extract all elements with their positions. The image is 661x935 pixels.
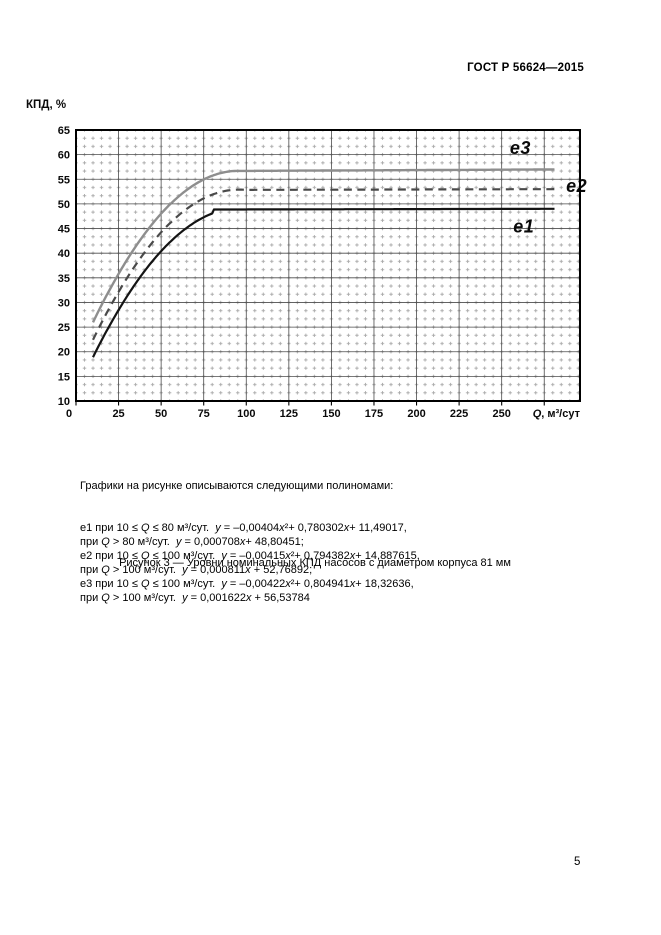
- series-curve-e3: [91, 168, 555, 323]
- y-tick-label: 65: [58, 125, 70, 137]
- formula-line: e1 при 10 ≤ Q ≤ 80 м³/сут. y = –0,00404x…: [80, 522, 407, 534]
- x-tick-label: 200: [407, 408, 425, 420]
- y-tick-label: 20: [58, 347, 70, 359]
- x-tick-label: 250: [492, 408, 510, 420]
- y-tick-label: 45: [58, 224, 70, 236]
- description-intro: Графики на рисунке описываются следующим…: [80, 480, 394, 492]
- x-axis-title: Q, м³/сут: [533, 408, 581, 420]
- y-tick-label: 25: [58, 322, 70, 334]
- formula-line: при Q > 80 м³/сут. y = 0,000708x+ 48,804…: [80, 536, 304, 548]
- chart-generated-layer: 0 25 50 75 100 125 150 175 200 225 250 10 15 20 25 30 35…: [58, 125, 587, 420]
- document-code: ГОСТ Р 56624—2015: [467, 62, 584, 74]
- efficiency-chart: 0 25 50 75 100 125 150 175 200 225 250 10 15 20 25 30 35…: [26, 99, 587, 420]
- x-tick-label: 125: [280, 408, 298, 420]
- plot-border: [75, 129, 581, 402]
- series-curve-e2: [92, 188, 558, 341]
- x-tick-label: 50: [155, 408, 167, 420]
- formula-line: при Q > 100 м³/сут. y = 0,001622x + 56,5…: [80, 592, 310, 604]
- y-axis-title: КПД, %: [26, 99, 66, 111]
- formula-line: при Q > 100 м³/сут. y = 0,000811x + 52,7…: [80, 564, 313, 576]
- y-tick-label: 60: [58, 150, 70, 162]
- formula-lines: e1 при 10 ≤ Q ≤ 80 м³/сут. y = –0,00404x…: [80, 521, 420, 605]
- y-tick-label: 35: [58, 273, 70, 285]
- y-tick-label: 40: [58, 248, 70, 260]
- series-label-e1: e1: [513, 217, 534, 237]
- series-label-e3: e3: [510, 138, 531, 158]
- y-tick-label: 30: [58, 297, 70, 309]
- series-curve-e1: [92, 207, 555, 358]
- x-tick-label: 75: [198, 408, 210, 420]
- y-tick-label: 55: [58, 174, 70, 186]
- x-tick-label: 150: [322, 408, 340, 420]
- formula-line: e3 при 10 ≤ Q ≤ 100 м³/сут. y = –0,00422…: [80, 578, 414, 590]
- series-label-e2: e2: [566, 176, 587, 196]
- page-number: 5: [574, 856, 581, 868]
- figure-caption: Рисунок 3 — Уровни номинальных КПД насос…: [119, 557, 511, 569]
- y-tick-label: 15: [58, 371, 70, 383]
- formula-line: e2 при 10 ≤ Q ≤ 100 м³/сут. y = –0,00415…: [80, 550, 420, 562]
- x-tick-label: 25: [112, 408, 124, 420]
- x-tick-label: 225: [450, 408, 468, 420]
- y-tick-label: 50: [58, 199, 70, 211]
- y-tick-label: 10: [58, 396, 70, 408]
- plot-minor-grid: [76, 130, 580, 401]
- x-tick-label: 175: [365, 408, 383, 420]
- x-tick-label: 0: [66, 408, 72, 420]
- polynomial-description: Графики на рисунке описываются следующим…: [80, 451, 420, 633]
- x-tick-label: 100: [237, 408, 255, 420]
